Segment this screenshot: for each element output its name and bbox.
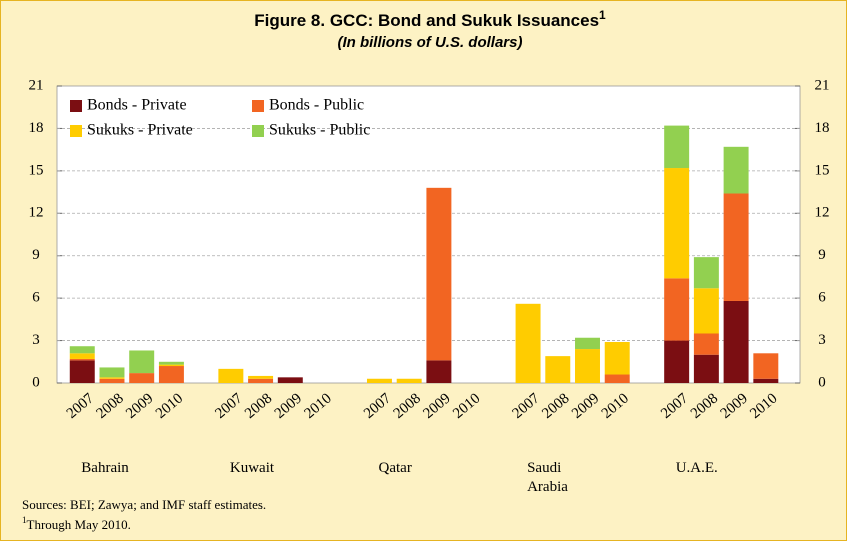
y-tick-label: 9 [32,247,40,263]
bar-segment [664,340,690,383]
bar-segment [693,333,719,355]
y2-tick-label: 3 [818,332,826,348]
bar-segment [515,303,541,383]
bar-segment [426,360,452,383]
y2-tick-label: 6 [818,290,826,306]
bar-segment [99,367,125,378]
bar-segment [575,349,600,383]
bar-segment [604,374,630,383]
bar-segment [693,257,719,289]
bar-segment [723,300,749,383]
chart-title: Figure 8. GCC: Bond and Sukuk Issuances1 [254,8,606,30]
legend-label: Bonds - Private [87,97,187,114]
bar-segment [248,378,274,383]
title-text: Figure 8. GCC: Bond and Sukuk Issuances [254,11,599,30]
group-label: Qatar [378,460,412,476]
bar-segment [575,337,600,350]
bar-segment [753,378,779,383]
bar-segment [366,378,392,383]
bar-segment [426,187,452,361]
group-label: Saudi Arabia [527,460,568,495]
legend-label: Bonds - Public [269,97,364,114]
y-tick-label: 15 [29,162,44,178]
bar-segment [753,353,779,379]
legend-swatch [252,100,264,112]
footnote: 1Through May 2010. [22,515,131,532]
bar-segment [723,146,749,194]
y2-tick-label: 9 [818,247,826,263]
bar-segment [69,353,95,359]
title-superscript: 1 [599,8,606,22]
group-label: Bahrain [81,460,129,476]
bar-segment [99,377,125,379]
y-tick-label: 3 [32,332,40,348]
bar-segment [158,361,184,365]
bar-segment [218,368,244,383]
y-tick-label: 21 [29,77,44,93]
bar-segment [69,346,95,354]
bar-segment [158,364,184,367]
y2-tick-label: 18 [815,120,830,136]
footnote-text: Through May 2010. [27,517,131,532]
legend-label: Sukuks - Private [87,122,193,139]
y2-tick-label: 12 [815,205,830,221]
bar-segment [99,378,125,383]
bar-segment [129,373,155,383]
source-note: Sources: BEI; Zawya; and IMF staff estim… [22,497,266,512]
y-tick-label: 12 [29,205,44,221]
y2-tick-label: 15 [815,162,830,178]
bar-segment [664,278,690,341]
y2-tick-label: 21 [815,77,830,93]
legend-swatch [252,125,264,137]
bar-segment [69,358,95,361]
y-tick-label: 6 [32,290,40,306]
bar-segment [277,377,303,383]
bar-segment [129,350,155,374]
y-tick-label: 18 [29,120,44,136]
bar-segment [158,366,184,383]
group-label: Kuwait [229,460,275,476]
legend-label: Sukuks - Public [269,122,370,139]
chart-subtitle: (In billions of U.S. dollars) [337,34,522,51]
y-tick-label: 0 [32,374,40,390]
bar-segment [723,193,749,301]
bar-segment [664,168,690,279]
bar-segment [396,378,422,383]
bar-segment [664,125,690,169]
bar-segment [545,356,571,383]
legend-swatch [70,100,82,112]
bar-segment [693,288,719,334]
bar-segment [604,341,630,375]
bar-segment [693,354,719,383]
bar-segment [69,360,95,383]
footnote-marker: 1 [22,515,27,525]
legend-swatch [70,125,82,137]
group-label: U.A.E. [675,460,718,476]
bar-segment [248,375,274,379]
y2-tick-label: 0 [818,374,826,390]
